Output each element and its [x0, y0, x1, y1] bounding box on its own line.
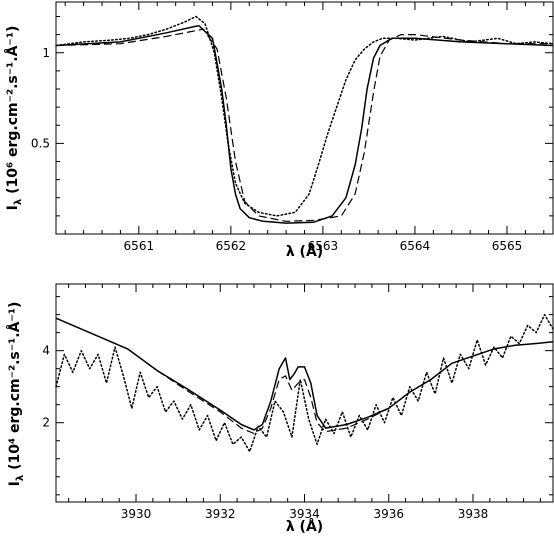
y-axis-label-top-subscript: λ — [13, 198, 24, 205]
y-axis-label-bottom-symbol: I — [7, 481, 23, 486]
series-line-dotted-bottom — [55, 313, 554, 453]
x-axis-label-bottom: λ (Å) — [286, 518, 323, 535]
series-layer-bottom — [55, 313, 554, 453]
x-tick-label: 3936 — [373, 507, 404, 521]
series-line-dotted-top — [55, 15, 554, 217]
y-axis-label-bottom-unit: (10⁴ erg.cm⁻².s⁻¹.Å⁻¹) — [6, 302, 23, 475]
plot-frame-bottom — [55, 283, 554, 503]
x-tick-label: 3930 — [121, 507, 152, 521]
x-tick-label: 6561 — [124, 239, 155, 253]
y-axis-label-bottom: Iλ (10⁴ erg.cm⁻².s⁻¹.Å⁻¹) — [6, 302, 26, 487]
x-tick-label: 3934 — [289, 507, 320, 521]
x-tick-label: 3932 — [205, 507, 236, 521]
series-line-solid-bottom — [55, 317, 554, 431]
x-tick-labels-top: 6561 6562 6563 6564 6565 — [124, 239, 523, 253]
tick-layer-top — [56, 2, 553, 235]
series-line-solid-top — [55, 24, 554, 224]
y-tick-label: 4 — [42, 344, 50, 358]
y-tick-labels-bottom: 24 — [42, 344, 50, 430]
y-tick-label: 2 — [42, 416, 50, 430]
series-line-dashed-top — [55, 28, 553, 222]
series-line-dashed-bottom — [156, 370, 389, 435]
x-tick-labels-bottom: 3930 3932 3934 3936 3938 — [121, 507, 488, 521]
chart-panel-top: 6561 6562 6563 6564 6565 0.51 λ (Å) Iλ (10⁶ … — [4, 1, 554, 260]
chart-panel-bottom: 3930 3932 3934 3936 3938 24 λ (Å) Iλ (10⁴ er… — [6, 283, 554, 535]
y-axis-label-bottom-subscript: λ — [15, 474, 26, 481]
x-tick-label: 6563 — [308, 239, 339, 253]
x-tick-label: 3938 — [458, 507, 489, 521]
y-tick-label: 1 — [42, 46, 50, 60]
y-tick-labels-top: 0.51 — [31, 46, 50, 151]
x-tick-label: 6565 — [492, 239, 523, 253]
x-axis-label-top: λ (Å) — [286, 243, 323, 260]
plot-frame-top — [55, 1, 554, 235]
series-layer-top — [55, 15, 554, 224]
y-axis-label-top: Iλ (10⁶ erg.cm⁻².s⁻¹.Å⁻¹) — [4, 26, 24, 211]
tick-layer-bottom — [56, 284, 553, 502]
y-axis-label-top-symbol: I — [5, 205, 21, 210]
y-tick-label: 0.5 — [31, 136, 50, 150]
y-axis-label-top-unit: (10⁶ erg.cm⁻².s⁻¹.Å⁻¹) — [4, 26, 21, 199]
x-tick-label: 6562 — [216, 239, 247, 253]
x-tick-label: 6564 — [400, 239, 431, 253]
